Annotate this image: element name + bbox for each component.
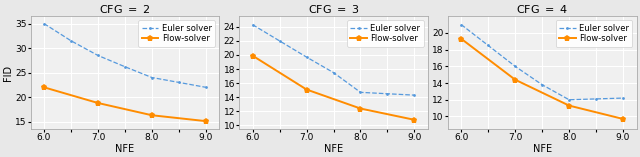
Euler solver [511, 65, 519, 67]
Euler solver [356, 91, 364, 93]
Euler solver [330, 72, 337, 73]
Legend: Euler solver, Flow-solver: Euler solver, Flow-solver [556, 20, 632, 47]
X-axis label: NFE: NFE [532, 143, 552, 154]
Flow-solver [356, 108, 364, 109]
Euler solver [565, 99, 573, 101]
Euler solver [175, 81, 182, 83]
Flow-solver [411, 119, 419, 121]
Line: Euler solver: Euler solver [460, 23, 625, 101]
Y-axis label: FID: FID [3, 65, 13, 81]
Flow-solver [94, 102, 102, 104]
Title: CFG $=$ 3: CFG $=$ 3 [308, 3, 359, 16]
Title: CFG $=$ 2: CFG $=$ 2 [99, 3, 150, 16]
Euler solver [67, 40, 75, 42]
Flow-solver [565, 105, 573, 107]
Flow-solver [303, 89, 310, 90]
Flow-solver [148, 114, 156, 116]
Euler solver [620, 97, 627, 99]
Line: Flow-solver: Flow-solver [41, 84, 209, 124]
Euler solver [383, 93, 391, 95]
Euler solver [121, 66, 129, 68]
Legend: Euler solver, Flow-solver: Euler solver, Flow-solver [347, 20, 424, 47]
Euler solver [484, 45, 492, 46]
X-axis label: NFE: NFE [324, 143, 343, 154]
Euler solver [202, 86, 210, 88]
Euler solver [276, 40, 284, 42]
Flow-solver [249, 55, 257, 57]
Flow-solver [511, 79, 519, 81]
Flow-solver [458, 38, 465, 40]
Euler solver [40, 23, 48, 24]
Legend: Euler solver, Flow-solver: Euler solver, Flow-solver [138, 20, 215, 47]
Euler solver [148, 77, 156, 78]
Flow-solver [202, 120, 210, 122]
Euler solver [94, 54, 102, 56]
Euler solver [458, 24, 465, 26]
Title: CFG $=$ 4: CFG $=$ 4 [516, 3, 568, 16]
Line: Euler solver: Euler solver [252, 23, 416, 97]
Line: Euler solver: Euler solver [43, 22, 207, 89]
Line: Flow-solver: Flow-solver [458, 36, 626, 122]
Euler solver [592, 98, 600, 100]
X-axis label: NFE: NFE [115, 143, 134, 154]
Flow-solver [40, 86, 48, 88]
Line: Flow-solver: Flow-solver [250, 53, 417, 123]
Flow-solver [620, 118, 627, 120]
Euler solver [411, 94, 419, 96]
Euler solver [303, 56, 310, 58]
Euler solver [538, 84, 546, 86]
Euler solver [249, 24, 257, 26]
